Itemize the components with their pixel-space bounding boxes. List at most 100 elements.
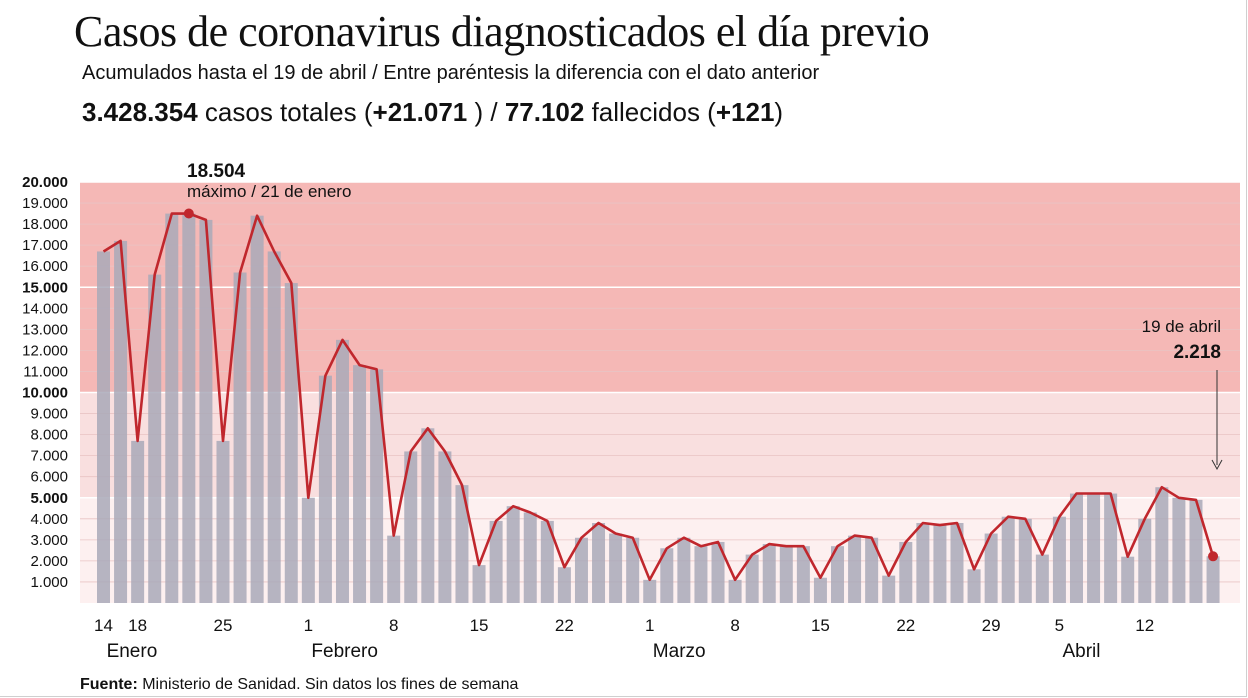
- bar: [1172, 497, 1186, 603]
- y-tick-label: 17.000: [22, 237, 68, 254]
- bar: [1035, 554, 1049, 603]
- x-tick-label: 14: [94, 616, 113, 635]
- total-deaths: 77.102: [504, 97, 585, 127]
- bar: [131, 440, 145, 603]
- month-label: Abril: [1062, 641, 1100, 662]
- deaths-diff: +121: [715, 97, 775, 127]
- bar: [643, 579, 657, 603]
- bar: [267, 251, 281, 603]
- peak-value-label: 18.504: [187, 161, 246, 182]
- x-tick-label: 1: [645, 616, 654, 635]
- x-tick-label: 25: [214, 616, 233, 635]
- bar: [1087, 493, 1101, 603]
- bar: [711, 541, 725, 603]
- y-tick-label: 19.000: [22, 195, 68, 212]
- bar: [182, 213, 196, 604]
- bar: [694, 546, 708, 603]
- bar: [284, 283, 298, 603]
- bar: [404, 451, 418, 603]
- y-tick-label: 14.000: [22, 300, 68, 317]
- bar: [1138, 518, 1152, 603]
- bar: [165, 213, 179, 603]
- peak-marker: [183, 208, 194, 219]
- bar: [916, 523, 930, 603]
- bar: [370, 369, 384, 603]
- peak-caption: máximo / 21 de enero: [187, 182, 351, 201]
- y-tick-label: 1.000: [30, 574, 68, 591]
- y-tick-label: 6.000: [30, 469, 68, 486]
- bar: [1001, 516, 1015, 603]
- bar: [540, 520, 554, 603]
- bar: [728, 579, 742, 603]
- month-label: Febrero: [311, 641, 378, 662]
- bar: [438, 451, 452, 603]
- y-tick-label: 3.000: [30, 532, 68, 549]
- x-tick-label: 15: [470, 616, 489, 635]
- bar: [114, 240, 128, 603]
- x-tick-label: 8: [389, 616, 398, 635]
- bar: [523, 512, 537, 603]
- chart-title: Casos de coronavirus diagnosticados el d…: [74, 7, 930, 56]
- trend-line: [102, 212, 1215, 582]
- bar: [472, 565, 486, 603]
- y-tick-label: 12.000: [22, 342, 68, 359]
- y-tick-label: 5.000: [30, 490, 68, 507]
- chart-subtitle: Acumulados hasta el 19 de abril / Entre …: [82, 62, 820, 84]
- source-note: Fuente: Ministerio de Sanidad. Sin datos…: [80, 676, 518, 694]
- x-tick-label: 18: [128, 616, 147, 635]
- total-cases-label: casos totales (: [197, 97, 373, 127]
- y-tick-label: 13.000: [22, 321, 68, 338]
- bar: [97, 251, 110, 603]
- bar: [882, 575, 896, 603]
- bar: [745, 554, 759, 603]
- bar: [813, 577, 827, 603]
- last-marker: [1208, 551, 1219, 562]
- total-cases: 3.428.354: [82, 97, 198, 127]
- y-tick-label: 9.000: [30, 406, 68, 423]
- x-tick-label: 22: [896, 616, 915, 635]
- y-tick-label: 4.000: [30, 511, 68, 528]
- deaths-label: fallecidos (: [584, 97, 716, 127]
- x-tick-label: 29: [982, 616, 1001, 635]
- y-tick-label: 15.000: [22, 279, 68, 296]
- y-tick-label: 7.000: [30, 448, 68, 465]
- bar: [899, 541, 913, 603]
- bar: [250, 215, 264, 603]
- y-tick-label: 11.000: [23, 363, 68, 380]
- bar: [421, 428, 435, 603]
- bar: [677, 537, 691, 603]
- y-tick-label: 18.000: [22, 216, 68, 233]
- last-value-label: 2.218: [1173, 342, 1221, 363]
- bar: [233, 272, 247, 603]
- bar: [506, 506, 520, 603]
- x-tick-label: 1: [304, 616, 313, 635]
- bar: [353, 365, 367, 603]
- bar: [660, 548, 674, 603]
- bar: [1121, 556, 1135, 603]
- bar: [779, 546, 793, 603]
- source-text: Ministerio de Sanidad. Sin datos los fin…: [137, 676, 519, 693]
- bar: [933, 525, 947, 603]
- bar: [592, 523, 606, 603]
- bar: [1189, 499, 1203, 603]
- bar: [199, 219, 213, 603]
- bar: [984, 533, 998, 603]
- x-tick-label: 15: [811, 616, 830, 635]
- bar: [318, 375, 332, 603]
- bar: [609, 533, 623, 603]
- month-label: Enero: [107, 641, 158, 662]
- bar: [557, 567, 571, 603]
- bar: [1155, 487, 1169, 603]
- bar: [1104, 493, 1118, 603]
- bar: [1018, 518, 1032, 603]
- bar: [865, 537, 879, 603]
- source-label: Fuente:: [80, 676, 138, 693]
- bar: [762, 544, 776, 603]
- bar: [1069, 493, 1083, 603]
- bar: [489, 520, 503, 603]
- month-label: Marzo: [653, 641, 706, 662]
- summary-separator: ) /: [467, 97, 505, 127]
- bar: [1052, 516, 1066, 603]
